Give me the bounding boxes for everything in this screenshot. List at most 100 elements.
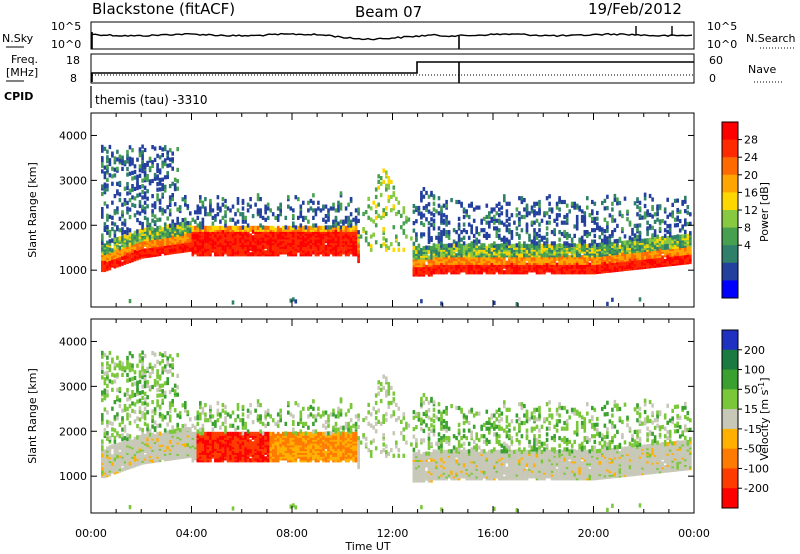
power-cell <box>583 211 587 216</box>
power-cell <box>241 219 245 224</box>
power-cell <box>575 243 579 248</box>
velocity-cell <box>126 437 129 442</box>
power-cell <box>101 241 104 246</box>
power-cell <box>327 208 330 213</box>
power-cell <box>518 253 521 258</box>
power-cell <box>646 264 649 269</box>
power-cell <box>374 240 378 245</box>
power-cell <box>437 203 441 208</box>
power-cell <box>312 250 315 255</box>
power-cell <box>465 230 468 235</box>
velocity-cell <box>166 377 169 382</box>
power-cell <box>143 215 147 220</box>
power-cell <box>515 264 519 269</box>
power-cell <box>437 231 441 237</box>
power-cell <box>126 235 129 240</box>
power-cell <box>201 204 205 209</box>
power-cell <box>445 243 448 248</box>
power-cell <box>106 253 109 258</box>
power-cell <box>430 259 433 264</box>
power-cell <box>276 250 280 255</box>
power-cell <box>106 149 109 154</box>
power-cell <box>676 198 679 203</box>
velocity-cell <box>128 421 132 426</box>
power-cell <box>550 241 554 246</box>
power-cell <box>681 199 684 205</box>
power-cell <box>259 197 262 202</box>
power-cell <box>513 253 516 258</box>
power-cell <box>307 225 310 230</box>
power-cell <box>525 257 529 262</box>
power-cell <box>176 224 179 230</box>
power-cell <box>141 225 144 230</box>
velocity-cell <box>168 414 172 419</box>
velocity-cell <box>131 464 134 469</box>
velocity-cell <box>143 412 147 417</box>
power-cell <box>236 208 240 213</box>
power-cell <box>684 209 687 214</box>
power-cell <box>508 268 511 273</box>
power-cell <box>432 213 436 218</box>
power-cell <box>643 238 647 243</box>
power-cell <box>608 213 612 218</box>
power-cell <box>367 204 370 209</box>
power-cell <box>495 243 499 248</box>
power-cell <box>234 225 237 230</box>
power-cell <box>123 186 127 191</box>
power-cell <box>103 171 107 176</box>
power-cell <box>103 201 107 206</box>
power-cell <box>430 211 433 216</box>
power-cell <box>166 224 169 229</box>
velocity-cell <box>161 359 164 364</box>
power-cell <box>176 167 179 172</box>
power-cell <box>540 243 544 248</box>
velocity-cell <box>178 430 182 435</box>
power-cell <box>307 200 310 205</box>
power-cell <box>633 258 637 263</box>
power-cell <box>279 240 282 246</box>
velocity-cell <box>123 366 127 371</box>
power-cell <box>447 235 451 240</box>
velocity-cell <box>103 352 107 357</box>
power-cell <box>176 186 179 191</box>
power-cell <box>545 220 549 225</box>
power-cell <box>560 231 564 237</box>
power-cell <box>563 243 566 248</box>
velocity-cell <box>178 428 182 433</box>
power-cell <box>415 205 418 211</box>
power-cell <box>593 258 597 264</box>
power-cell <box>332 219 335 224</box>
power-cell <box>603 242 607 247</box>
velocity-cell <box>131 363 134 368</box>
velocity-cell <box>116 387 119 392</box>
power-cell <box>374 194 378 200</box>
velocity-cell <box>126 458 129 463</box>
power-cell <box>500 237 504 242</box>
power-cell <box>668 212 672 217</box>
power-cell <box>372 200 375 205</box>
power-cell <box>628 220 632 225</box>
power-cell <box>395 234 398 239</box>
power-cell <box>505 228 509 233</box>
power-cell <box>475 205 478 210</box>
power-cell <box>412 246 416 251</box>
power-cell <box>553 251 556 256</box>
power-cell <box>138 203 142 209</box>
power-cell <box>209 208 212 213</box>
power-cell <box>606 221 609 226</box>
power-cell <box>266 202 270 207</box>
velocity-cell <box>168 405 172 410</box>
power-cell <box>138 185 142 190</box>
power-cell <box>422 187 426 192</box>
power-cell <box>475 230 478 235</box>
velocity-cell <box>131 382 134 387</box>
power-cell <box>452 239 456 244</box>
velocity-cell <box>121 361 124 366</box>
power-cell <box>631 231 634 236</box>
power-cell <box>673 244 677 249</box>
power-cell <box>113 233 117 238</box>
power-cell <box>181 231 185 236</box>
power-cell <box>611 207 614 212</box>
power-cell <box>565 243 569 248</box>
velocity-cell <box>106 361 109 366</box>
